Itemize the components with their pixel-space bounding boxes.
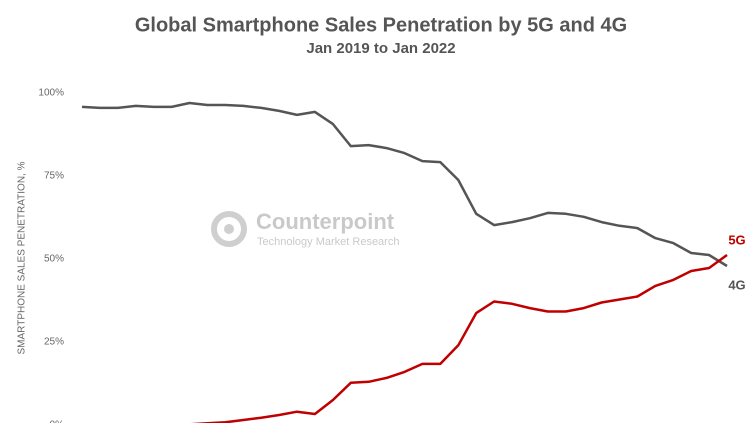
y-axis-title: SMARTPHONE SALES PENETRATION, % [17,161,28,354]
line-5G [190,253,728,423]
y-tick-label: 0% [50,420,65,423]
y-tick-label: 100% [38,88,64,99]
watermark-brand: Counterpoint [256,209,395,234]
watermark-logo-dot [224,224,234,234]
line-4G [81,101,728,268]
chart-subtitle: Jan 2019 to Jan 2022 [306,40,455,57]
y-tick-label: 25% [44,337,64,348]
y-tick-label: 75% [44,171,64,182]
chart-title: Global Smartphone Sales Penetration by 5… [135,14,627,36]
watermark-logo [211,211,247,247]
watermark-tagline: Technology Market Research [257,236,399,248]
series-label: 5G [728,232,745,247]
watermark: Counterpoint Technology Market Research [211,209,399,248]
series-label: 4G [728,277,745,292]
y-tick-label: 50% [44,254,64,265]
